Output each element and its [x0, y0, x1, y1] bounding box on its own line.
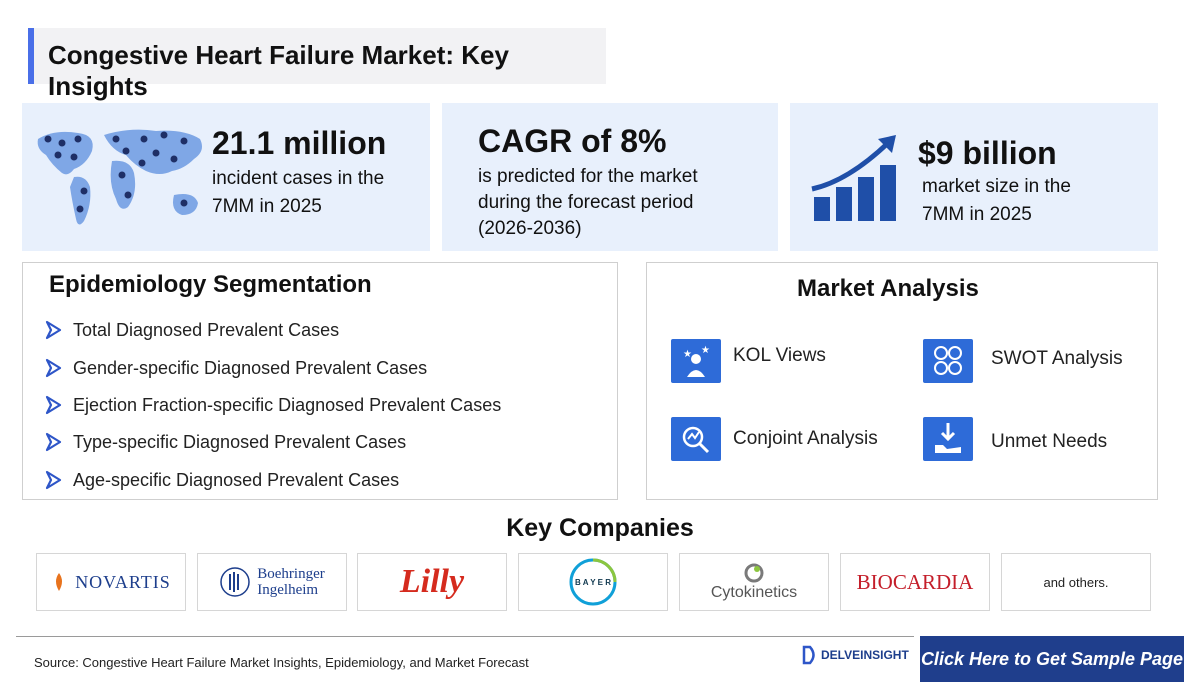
- and-others-box: and others.: [1001, 553, 1151, 611]
- footer-divider: [16, 636, 914, 637]
- novartis-logo: NOVARTIS: [36, 553, 186, 611]
- world-map-icon: [37, 129, 202, 225]
- svg-text:★: ★: [701, 345, 710, 356]
- get-sample-page-button[interactable]: Click Here to Get Sample Page: [920, 636, 1184, 682]
- unmet-needs-icon: [923, 417, 973, 461]
- kol-views-label: KOL Views: [733, 345, 826, 366]
- epi-list-item: Total Diagnosed Prevalent Cases: [45, 317, 339, 343]
- kpi-value: CAGR of 8%: [478, 123, 667, 159]
- svg-text:★: ★: [683, 349, 692, 360]
- conjoint-analysis-label: Conjoint Analysis: [733, 428, 878, 449]
- svg-text:B A Y E R: B A Y E R: [575, 578, 611, 587]
- epi-list-item: Age-specific Diagnosed Prevalent Cases: [45, 467, 399, 493]
- kpi-desc-line1: is predicted for the market: [478, 166, 698, 187]
- kpi-incident-cases: 21.1 million incident cases in the 7MM i…: [22, 103, 430, 251]
- conjoint-analysis-icon: [671, 417, 721, 461]
- chevron-right-icon: [45, 320, 62, 340]
- market-analysis-title: Market Analysis: [797, 275, 979, 302]
- biocardia-logo: BIOCARDIA: [840, 553, 990, 611]
- bayer-cross-icon: B A Y E R: [569, 558, 617, 606]
- growth-chart-icon: [811, 135, 896, 221]
- lilly-logo: Lilly: [357, 553, 507, 611]
- kpi-desc-line1: market size in the: [922, 176, 1071, 197]
- epidemiology-title: Epidemiology Segmentation: [49, 271, 372, 298]
- source-note: Source: Congestive Heart Failure Market …: [34, 655, 529, 670]
- page-title: Congestive Heart Failure Market: Key Ins…: [48, 40, 509, 101]
- kpi-market-size: $9 billion market size in the 7MM in 202…: [790, 103, 1158, 251]
- bayer-logo: B A Y E R: [518, 553, 668, 611]
- chevron-right-icon: [45, 432, 62, 452]
- kol-views-icon: ★ ★: [671, 339, 721, 383]
- kpi-desc-line2: 7MM in 2025: [922, 204, 1032, 225]
- swot-analysis-icon: [923, 339, 973, 383]
- epi-list-item: Type-specific Diagnosed Prevalent Cases: [45, 429, 406, 455]
- kpi-cagr: CAGR of 8% is predicted for the market d…: [442, 103, 778, 251]
- cytokinetics-logo: Cytokinetics: [679, 553, 829, 611]
- kpi-desc-line1: incident cases in the: [212, 168, 385, 189]
- boehringer-ingelheim-logo: Boehringer Ingelheim: [197, 553, 347, 611]
- market-analysis-panel: Market Analysis ★ ★ KOL Views SWOT Analys…: [646, 262, 1158, 500]
- key-companies-title: Key Companies: [506, 514, 694, 542]
- kpi-desc-line2: during the forecast period: [478, 192, 694, 213]
- kpi-desc-line3: (2026-2036): [478, 218, 582, 239]
- chevron-right-icon: [45, 395, 62, 415]
- kpi-value: 21.1 million: [212, 125, 387, 161]
- title-banner: Congestive Heart Failure Market: Key Ins…: [28, 28, 606, 101]
- epidemiology-panel: Epidemiology Segmentation Total Diagnose…: [22, 262, 618, 500]
- epi-list-item: Gender-specific Diagnosed Prevalent Case…: [45, 355, 427, 381]
- chevron-right-icon: [45, 358, 62, 378]
- chevron-right-icon: [45, 470, 62, 490]
- kpi-value: $9 billion: [918, 135, 1057, 171]
- swot-analysis-label: SWOT Analysis: [991, 348, 1123, 369]
- unmet-needs-label: Unmet Needs: [991, 431, 1108, 452]
- epi-list-item: Ejection Fraction-specific Diagnosed Pre…: [45, 392, 501, 418]
- delveinsight-logo: DELVEINSIGHT: [802, 645, 909, 665]
- kpi-desc-line2: 7MM in 2025: [212, 196, 322, 217]
